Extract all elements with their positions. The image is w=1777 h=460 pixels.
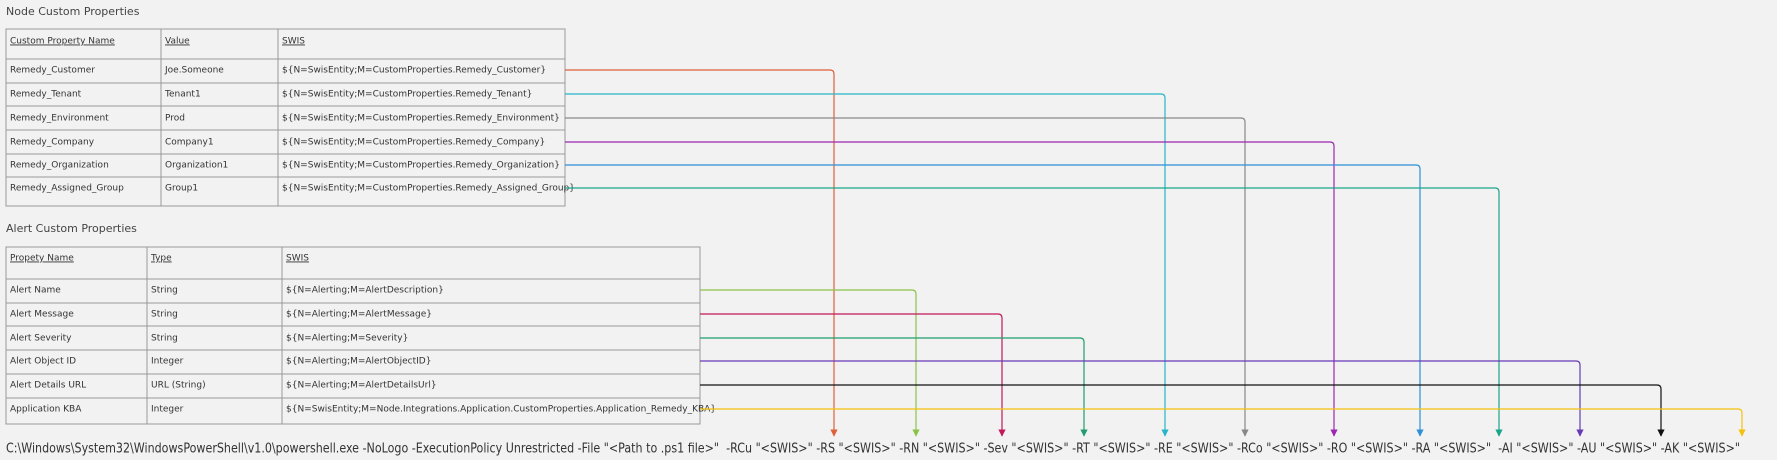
table-cell: Remedy_Company	[10, 138, 95, 148]
connector-arrow	[565, 93, 1169, 437]
table-cell: Group1	[165, 184, 198, 194]
table-cell: ${N=SwisEntity;M=CustomProperties.Remedy…	[282, 114, 560, 124]
table-cell: String	[151, 286, 178, 296]
column-header: Propety Name	[10, 254, 74, 264]
table-cell: Organization1	[165, 161, 228, 171]
table-cell: Alert Details URL	[10, 381, 86, 391]
connector-arrow	[565, 164, 1424, 437]
table-cell: ${N=Alerting;M=Severity}	[286, 334, 408, 344]
table-cell: ${N=SwisEntity;M=CustomProperties.Remedy…	[282, 138, 545, 148]
connector-arrow	[700, 337, 1088, 437]
table-cell: ${N=SwisEntity;M=CustomProperties.Remedy…	[282, 184, 575, 194]
command-line: C:\Windows\System32\WindowsPowerShell\v1…	[6, 442, 1740, 457]
connector-arrow	[565, 141, 1338, 437]
table-cell: ${N=Alerting;M=AlertMessage}	[286, 310, 432, 320]
table-cell: Joe.Someone	[164, 66, 224, 76]
table-cell: ${N=SwisEntity;M=CustomProperties.Remedy…	[282, 161, 560, 171]
connector-arrow	[700, 408, 1746, 437]
connector-arrow	[700, 384, 1665, 437]
column-header: SWIS	[282, 37, 305, 47]
table-cell: Alert Message	[10, 310, 74, 320]
table-cell: Remedy_Tenant	[10, 90, 82, 100]
alert-table-title: Alert Custom Properties	[6, 222, 137, 235]
table-cell: ${N=SwisEntity;M=CustomProperties.Remedy…	[282, 90, 532, 100]
table-cell: Alert Object ID	[10, 357, 76, 367]
table-cell: Company1	[165, 138, 214, 148]
connector-arrow	[565, 117, 1249, 437]
table-cell: ${N=Alerting;M=AlertObjectID}	[286, 357, 431, 367]
table-cell: Tenant1	[164, 90, 201, 100]
table-cell: Application KBA	[10, 405, 82, 415]
table-cell: ${N=SwisEntity;M=CustomProperties.Remedy…	[282, 66, 546, 76]
column-header: Type	[150, 254, 172, 264]
column-header: Custom Property Name	[10, 37, 115, 47]
table-cell: Remedy_Organization	[10, 161, 109, 171]
connector-arrow	[700, 289, 920, 437]
table-cell: Prod	[165, 114, 185, 124]
table-cell: Remedy_Customer	[10, 66, 95, 76]
table-frame	[5, 246, 701, 425]
table-cell: ${N=Alerting;M=AlertDetailsUrl}	[286, 381, 437, 391]
table: Custom Property Name Value SWIS Remedy_Cust…	[5, 28, 575, 207]
table-cell: Remedy_Assigned_Group	[10, 184, 124, 194]
table-cell: Alert Name	[10, 286, 61, 296]
table-cell: String	[151, 310, 178, 320]
connector-arrow	[565, 69, 838, 437]
column-header: SWIS	[286, 254, 309, 264]
table-cell: URL (String)	[151, 381, 206, 391]
table-cell: String	[151, 334, 178, 344]
column-header: Value	[165, 37, 190, 47]
table-cell: Integer	[151, 405, 184, 415]
connector-arrow	[565, 187, 1503, 437]
table-cell: Integer	[151, 357, 184, 367]
table-cell: ${N=SwisEntity;M=Node.Integrations.Appli…	[286, 405, 716, 415]
table-cell: Alert Severity	[10, 334, 72, 344]
connector-arrow	[700, 313, 1006, 437]
node-table-title: Node Custom Properties	[6, 5, 140, 18]
table-cell: Remedy_Environment	[10, 114, 109, 124]
table-cell: ${N=Alerting;M=AlertDescription}	[286, 286, 444, 296]
table: Propety Name Type SWIS Alert Name String ${N=…	[5, 246, 716, 425]
connector-arrow	[700, 360, 1584, 437]
